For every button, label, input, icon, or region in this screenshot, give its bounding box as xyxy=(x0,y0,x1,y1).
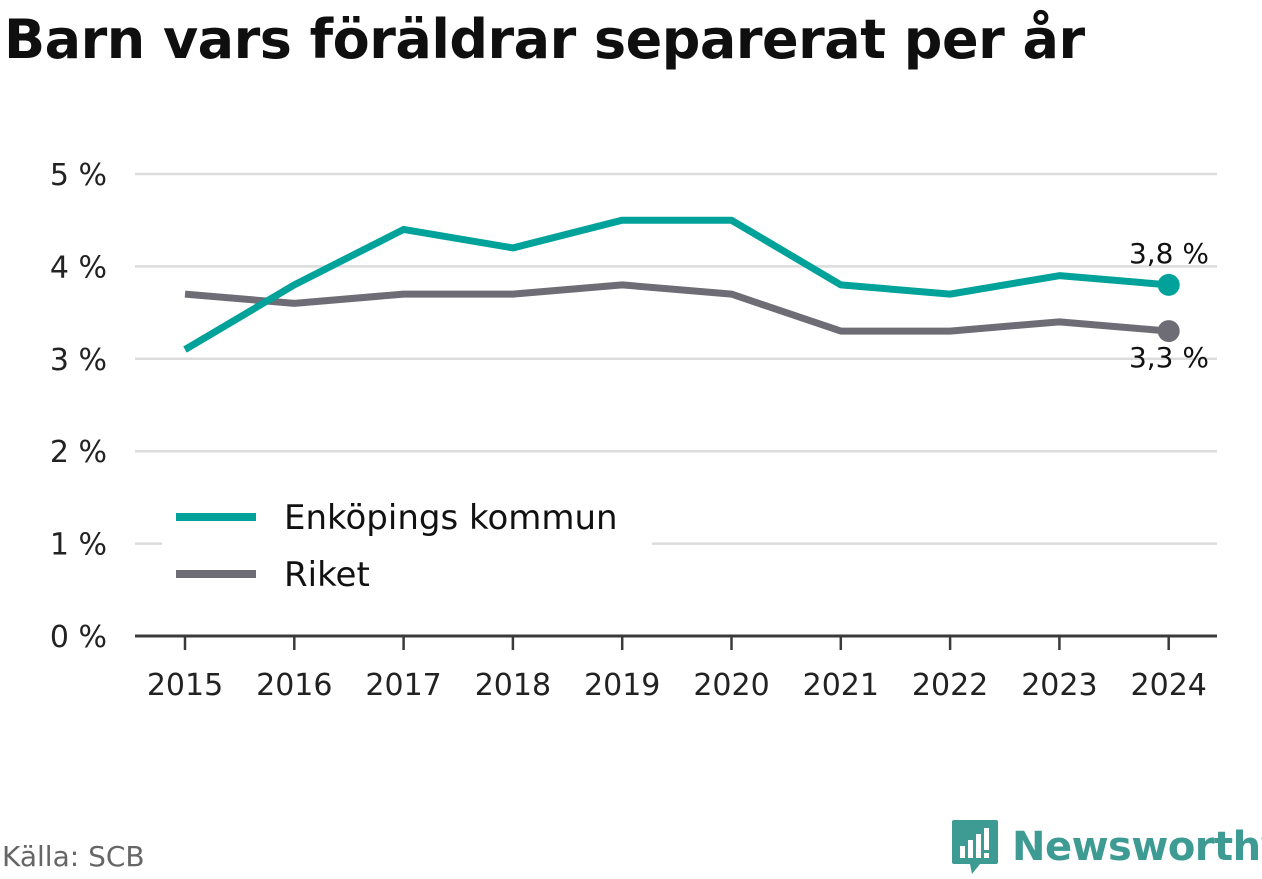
x-tick-label: 2015 xyxy=(147,668,223,703)
x-tick-label: 2019 xyxy=(584,668,660,703)
series-line xyxy=(183,216,1169,353)
x-tick-label: 2021 xyxy=(803,668,879,703)
brand-name: Newsworthy xyxy=(1012,824,1262,870)
brand-logo: Newsworthy xyxy=(950,818,1262,876)
y-tick-label: 1 % xyxy=(50,528,107,563)
source-label: Källa: SCB xyxy=(2,840,145,873)
x-tick-label: 2017 xyxy=(365,668,441,703)
chart-title: Barn vars föräldrar separerat per år xyxy=(4,8,1085,71)
newsworthy-logo-icon xyxy=(952,820,998,874)
x-tick-label: 2023 xyxy=(1021,668,1097,703)
legend-background xyxy=(162,490,652,600)
legend-label: Riket xyxy=(284,555,370,595)
x-tick-label: 2016 xyxy=(256,668,332,703)
legend-label: Enköpings kommun xyxy=(284,498,618,538)
end-value-label: 3,8 % xyxy=(1129,237,1209,270)
y-tick-label: 2 % xyxy=(50,435,107,470)
x-tick-label: 2022 xyxy=(912,668,988,703)
x-tick-label: 2024 xyxy=(1131,668,1207,703)
x-tick-label: 2018 xyxy=(475,668,551,703)
y-tick-label: 3 % xyxy=(50,343,107,378)
series-line xyxy=(184,281,1169,335)
end-point-marker xyxy=(1157,273,1180,296)
line-chart: 0 % 1 % 2 % 3 % 4 % 5 % 2015 2016 2017 2018 2019 20… xyxy=(50,158,1217,703)
x-tick-label: 2020 xyxy=(693,668,769,703)
end-point-marker xyxy=(1157,320,1180,343)
y-tick-label: 4 % xyxy=(50,250,107,285)
y-tick-label: 5 % xyxy=(50,158,107,193)
end-value-label: 3,3 % xyxy=(1129,341,1209,374)
y-tick-label: 0 % xyxy=(50,620,107,655)
